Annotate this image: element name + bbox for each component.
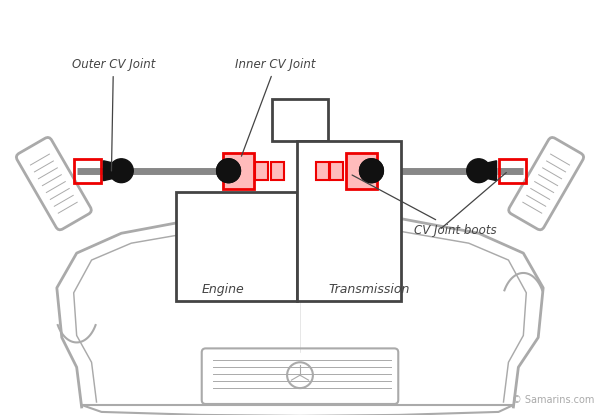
Bar: [223, 153, 254, 188]
Bar: [316, 162, 329, 180]
Bar: [272, 99, 328, 141]
Bar: [271, 162, 284, 180]
Bar: [346, 153, 377, 188]
Bar: [330, 162, 343, 180]
Polygon shape: [103, 161, 125, 181]
Circle shape: [467, 159, 491, 183]
Text: Outer CV Joint: Outer CV Joint: [72, 58, 155, 171]
Polygon shape: [475, 161, 497, 181]
Circle shape: [359, 159, 383, 183]
Bar: [176, 192, 297, 301]
Circle shape: [217, 159, 241, 183]
Circle shape: [359, 159, 383, 183]
Bar: [74, 159, 101, 183]
Text: © Samarins.com: © Samarins.com: [512, 395, 595, 405]
Text: Inner CV Joint: Inner CV Joint: [235, 58, 316, 156]
Circle shape: [109, 159, 133, 183]
Bar: [499, 159, 526, 183]
Text: Transmission: Transmission: [329, 283, 410, 296]
Circle shape: [217, 159, 241, 183]
Bar: [297, 141, 401, 301]
Text: Engine: Engine: [201, 283, 244, 296]
Text: CV Joint boots: CV Joint boots: [352, 175, 497, 237]
Bar: [256, 162, 268, 180]
